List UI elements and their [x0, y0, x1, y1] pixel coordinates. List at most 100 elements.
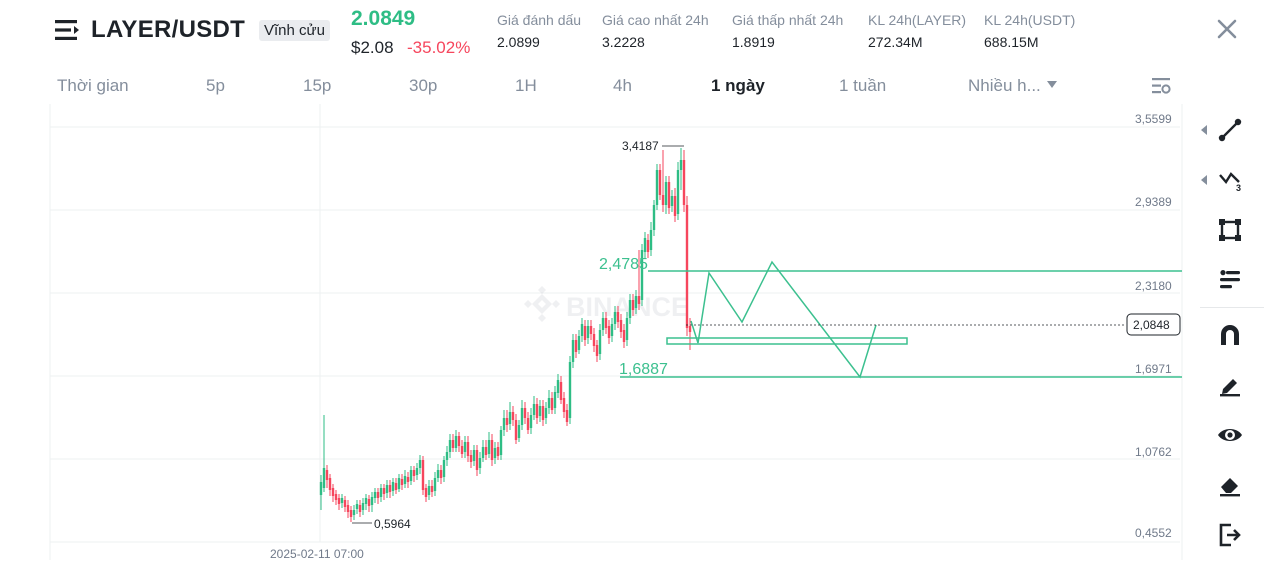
candle-body	[463, 442, 467, 452]
y-tick-label: 2,3180	[1135, 279, 1172, 293]
caret-left-icon[interactable]	[1201, 125, 1207, 135]
stat-24h-volume-quote: KL 24h(USDT) 688.15M	[984, 12, 1075, 50]
candle-body	[562, 398, 566, 412]
candle-body	[526, 418, 530, 430]
chart-settings-icon[interactable]	[1150, 75, 1172, 97]
candle-body	[616, 312, 620, 322]
candle-body	[472, 450, 476, 461]
binance-watermark: BINANCE	[524, 286, 689, 322]
eraser-tool[interactable]	[1214, 469, 1246, 501]
candle-body	[571, 340, 575, 362]
candle-body	[460, 446, 464, 454]
menu-icon[interactable]	[55, 19, 79, 41]
candle-body	[373, 492, 377, 498]
tab-1h[interactable]: 1H	[515, 76, 537, 95]
tab-15m[interactable]: 15p	[303, 76, 332, 95]
candle-body	[448, 440, 452, 452]
candle-body	[664, 182, 668, 205]
candle-body	[454, 436, 458, 448]
candle-body	[634, 296, 638, 308]
candle-body	[496, 447, 500, 456]
candle-body	[478, 458, 482, 468]
candle-body	[451, 440, 455, 448]
tab-5m[interactable]: 5p	[206, 76, 225, 95]
candle-body	[415, 468, 419, 475]
candle-body	[631, 300, 635, 310]
candle-body	[406, 477, 410, 482]
trend-line-icon	[1218, 118, 1242, 142]
candle-body	[319, 482, 323, 495]
candle-body	[577, 336, 581, 350]
candle-body	[361, 503, 365, 510]
tab-30m[interactable]: 30p	[409, 76, 438, 95]
trend-line-tool[interactable]	[1214, 114, 1246, 146]
candle-body	[550, 398, 554, 410]
candlestick-chart[interactable]: BINANCE 2,4785 1,6887 3,4187 0,5964 3,55…	[0, 100, 1185, 576]
candle-body	[670, 196, 674, 206]
tab-more[interactable]: Nhiều h...	[968, 76, 1057, 96]
candle-body	[628, 300, 632, 318]
close-icon[interactable]	[1216, 18, 1238, 40]
candle-body	[385, 485, 389, 493]
tab-time[interactable]: Thời gian	[57, 76, 129, 95]
text-lines-tool[interactable]	[1214, 264, 1246, 296]
low-marker: 0,5964	[352, 517, 411, 531]
drawing-toolbar: 3	[1196, 108, 1280, 568]
magnet-tool[interactable]	[1214, 319, 1246, 351]
candle-body	[502, 418, 506, 430]
candle-body	[538, 406, 542, 416]
y-tick-label: 1,6971	[1135, 362, 1172, 376]
chart-grid	[49, 104, 1183, 560]
candle-body	[337, 498, 341, 504]
projection-path[interactable]	[690, 260, 877, 379]
current-price-tag: 2,0848	[1126, 313, 1181, 336]
tab-4h[interactable]: 4h	[613, 76, 632, 95]
timeframe-tabs: Thời gian 5p 15p 30p 1H 4h 1 ngày 1 tuần…	[0, 72, 1280, 102]
candle-body	[649, 230, 653, 250]
candle-body	[424, 488, 428, 497]
candle-body	[688, 326, 692, 332]
candle-body	[379, 488, 383, 497]
visibility-tool[interactable]	[1214, 419, 1246, 451]
pair-title[interactable]: LAYER/USDT	[91, 16, 246, 43]
candle-body	[601, 318, 605, 330]
toolbar-divider	[1200, 307, 1264, 308]
candle-body	[508, 412, 512, 424]
candle-body	[655, 170, 659, 205]
candle-body	[604, 318, 608, 328]
candle-body	[376, 492, 380, 498]
candle-body	[607, 326, 611, 338]
candle-body	[346, 505, 350, 512]
svg-text:3: 3	[1236, 183, 1241, 193]
zone-rectangle[interactable]	[666, 337, 908, 345]
support-label: 1,6887	[619, 361, 668, 378]
fib-wave-tool[interactable]: 3	[1214, 164, 1246, 196]
fib-wave-icon: 3	[1219, 172, 1241, 193]
rectangle-tool[interactable]	[1214, 214, 1246, 246]
header-bar: LAYER/USDT Vĩnh cửu 2.0849 $2.08 -35.02%…	[0, 0, 1280, 62]
rectangle-icon	[1219, 219, 1241, 241]
last-price: 2.0849	[351, 7, 416, 30]
usd-price: $2.08	[351, 38, 394, 57]
tab-1w[interactable]: 1 tuần	[839, 76, 887, 95]
candle-body	[505, 418, 509, 425]
chart-area[interactable]: BINANCE 2,4785 1,6887 3,4187 0,5964 3,55…	[0, 100, 1185, 576]
candle-body	[535, 404, 539, 418]
tab-1d[interactable]: 1 ngày	[711, 76, 765, 95]
stat-value: 2.0899	[497, 34, 540, 50]
pencil-tool[interactable]	[1214, 369, 1246, 401]
caret-left-icon[interactable]	[1201, 175, 1207, 185]
stat-value: 3.2228	[602, 34, 645, 50]
exit-drawing-tool[interactable]	[1214, 519, 1246, 551]
low-marker-text: 0,5964	[374, 517, 411, 531]
stat-label: KL 24h(LAYER)	[868, 12, 967, 28]
contract-type-badge: Vĩnh cửu	[259, 20, 330, 41]
candle-body	[574, 340, 578, 352]
stat-label: Giá cao nhất 24h	[602, 12, 709, 28]
drawings-group[interactable]: 2,4785 1,6887	[599, 256, 1182, 379]
candle-body	[475, 450, 479, 470]
candle-body	[439, 470, 443, 478]
candle-body	[430, 486, 434, 492]
candle-body	[685, 205, 689, 328]
y-tick-label: 3,5599	[1135, 112, 1172, 126]
